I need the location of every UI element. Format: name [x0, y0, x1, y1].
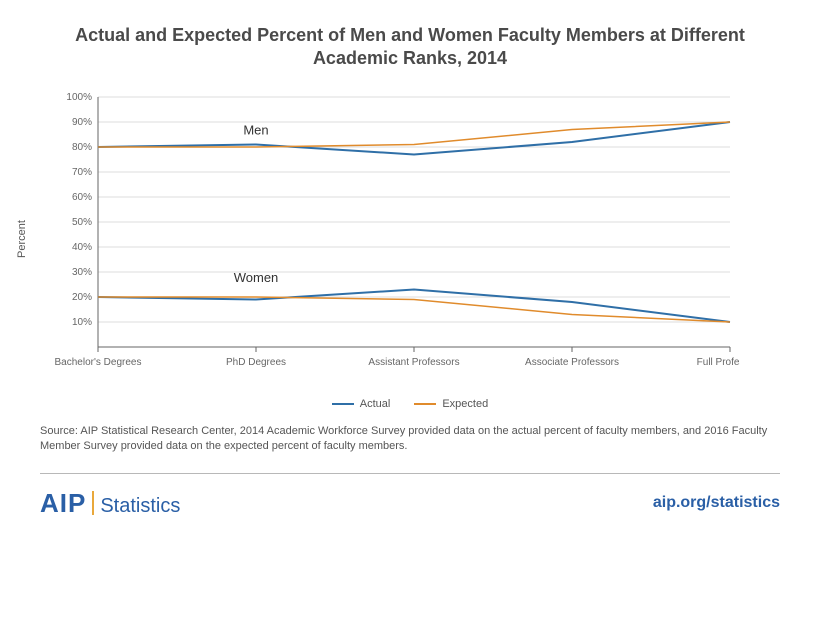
chart-title: Actual and Expected Percent of Men and W…: [0, 0, 820, 77]
chart-area: Percent 10%20%30%40%50%60%70%80%90%100%B…: [40, 87, 780, 392]
svg-text:70%: 70%: [72, 167, 92, 178]
svg-text:80%: 80%: [72, 142, 92, 153]
logo-secondary: Statistics: [100, 495, 180, 518]
legend-item-actual: Actual: [332, 398, 391, 410]
legend-item-expected: Expected: [414, 398, 488, 410]
legend-swatch: [332, 403, 354, 405]
line-chart: 10% 20% 30% 40% 50% 60% 70% 80% 90% 100% Bachelor'…: [40, 87, 740, 387]
svg-text:30%: 30%: [72, 267, 92, 278]
svg-text:Assistant Professors: Assistant Professors: [368, 357, 459, 368]
svg-text:Full Professors: Full Professors: [697, 357, 740, 368]
svg-text:60%: 60%: [72, 192, 92, 203]
legend-swatch: [414, 403, 436, 405]
source-note: Source: AIP Statistical Research Center,…: [40, 424, 780, 474]
svg-text:20%: 20%: [72, 292, 92, 303]
svg-text:10%: 10%: [72, 317, 92, 328]
logo-primary: AIP: [40, 488, 86, 519]
svg-text:100%: 100%: [66, 92, 92, 103]
legend-label: Actual: [360, 398, 391, 410]
footer-link: aip.org/statistics: [653, 494, 780, 512]
svg-text:PhD Degrees: PhD Degrees: [226, 357, 286, 368]
footer: AIP Statistics aip.org/statistics: [40, 488, 780, 519]
svg-text:40%: 40%: [72, 242, 92, 253]
svg-text:50%: 50%: [72, 217, 92, 228]
svg-text:Men: Men: [243, 122, 268, 137]
svg-text:Women: Women: [234, 270, 279, 285]
svg-text:Bachelor's Degrees: Bachelor's Degrees: [55, 357, 142, 368]
y-axis-label: Percent: [16, 220, 28, 258]
legend: Actual Expected: [0, 398, 820, 410]
logo: AIP Statistics: [40, 488, 180, 519]
svg-text:Associate Professors: Associate Professors: [525, 357, 619, 368]
svg-text:90%: 90%: [72, 117, 92, 128]
logo-divider: [92, 491, 94, 515]
legend-label: Expected: [442, 398, 488, 410]
